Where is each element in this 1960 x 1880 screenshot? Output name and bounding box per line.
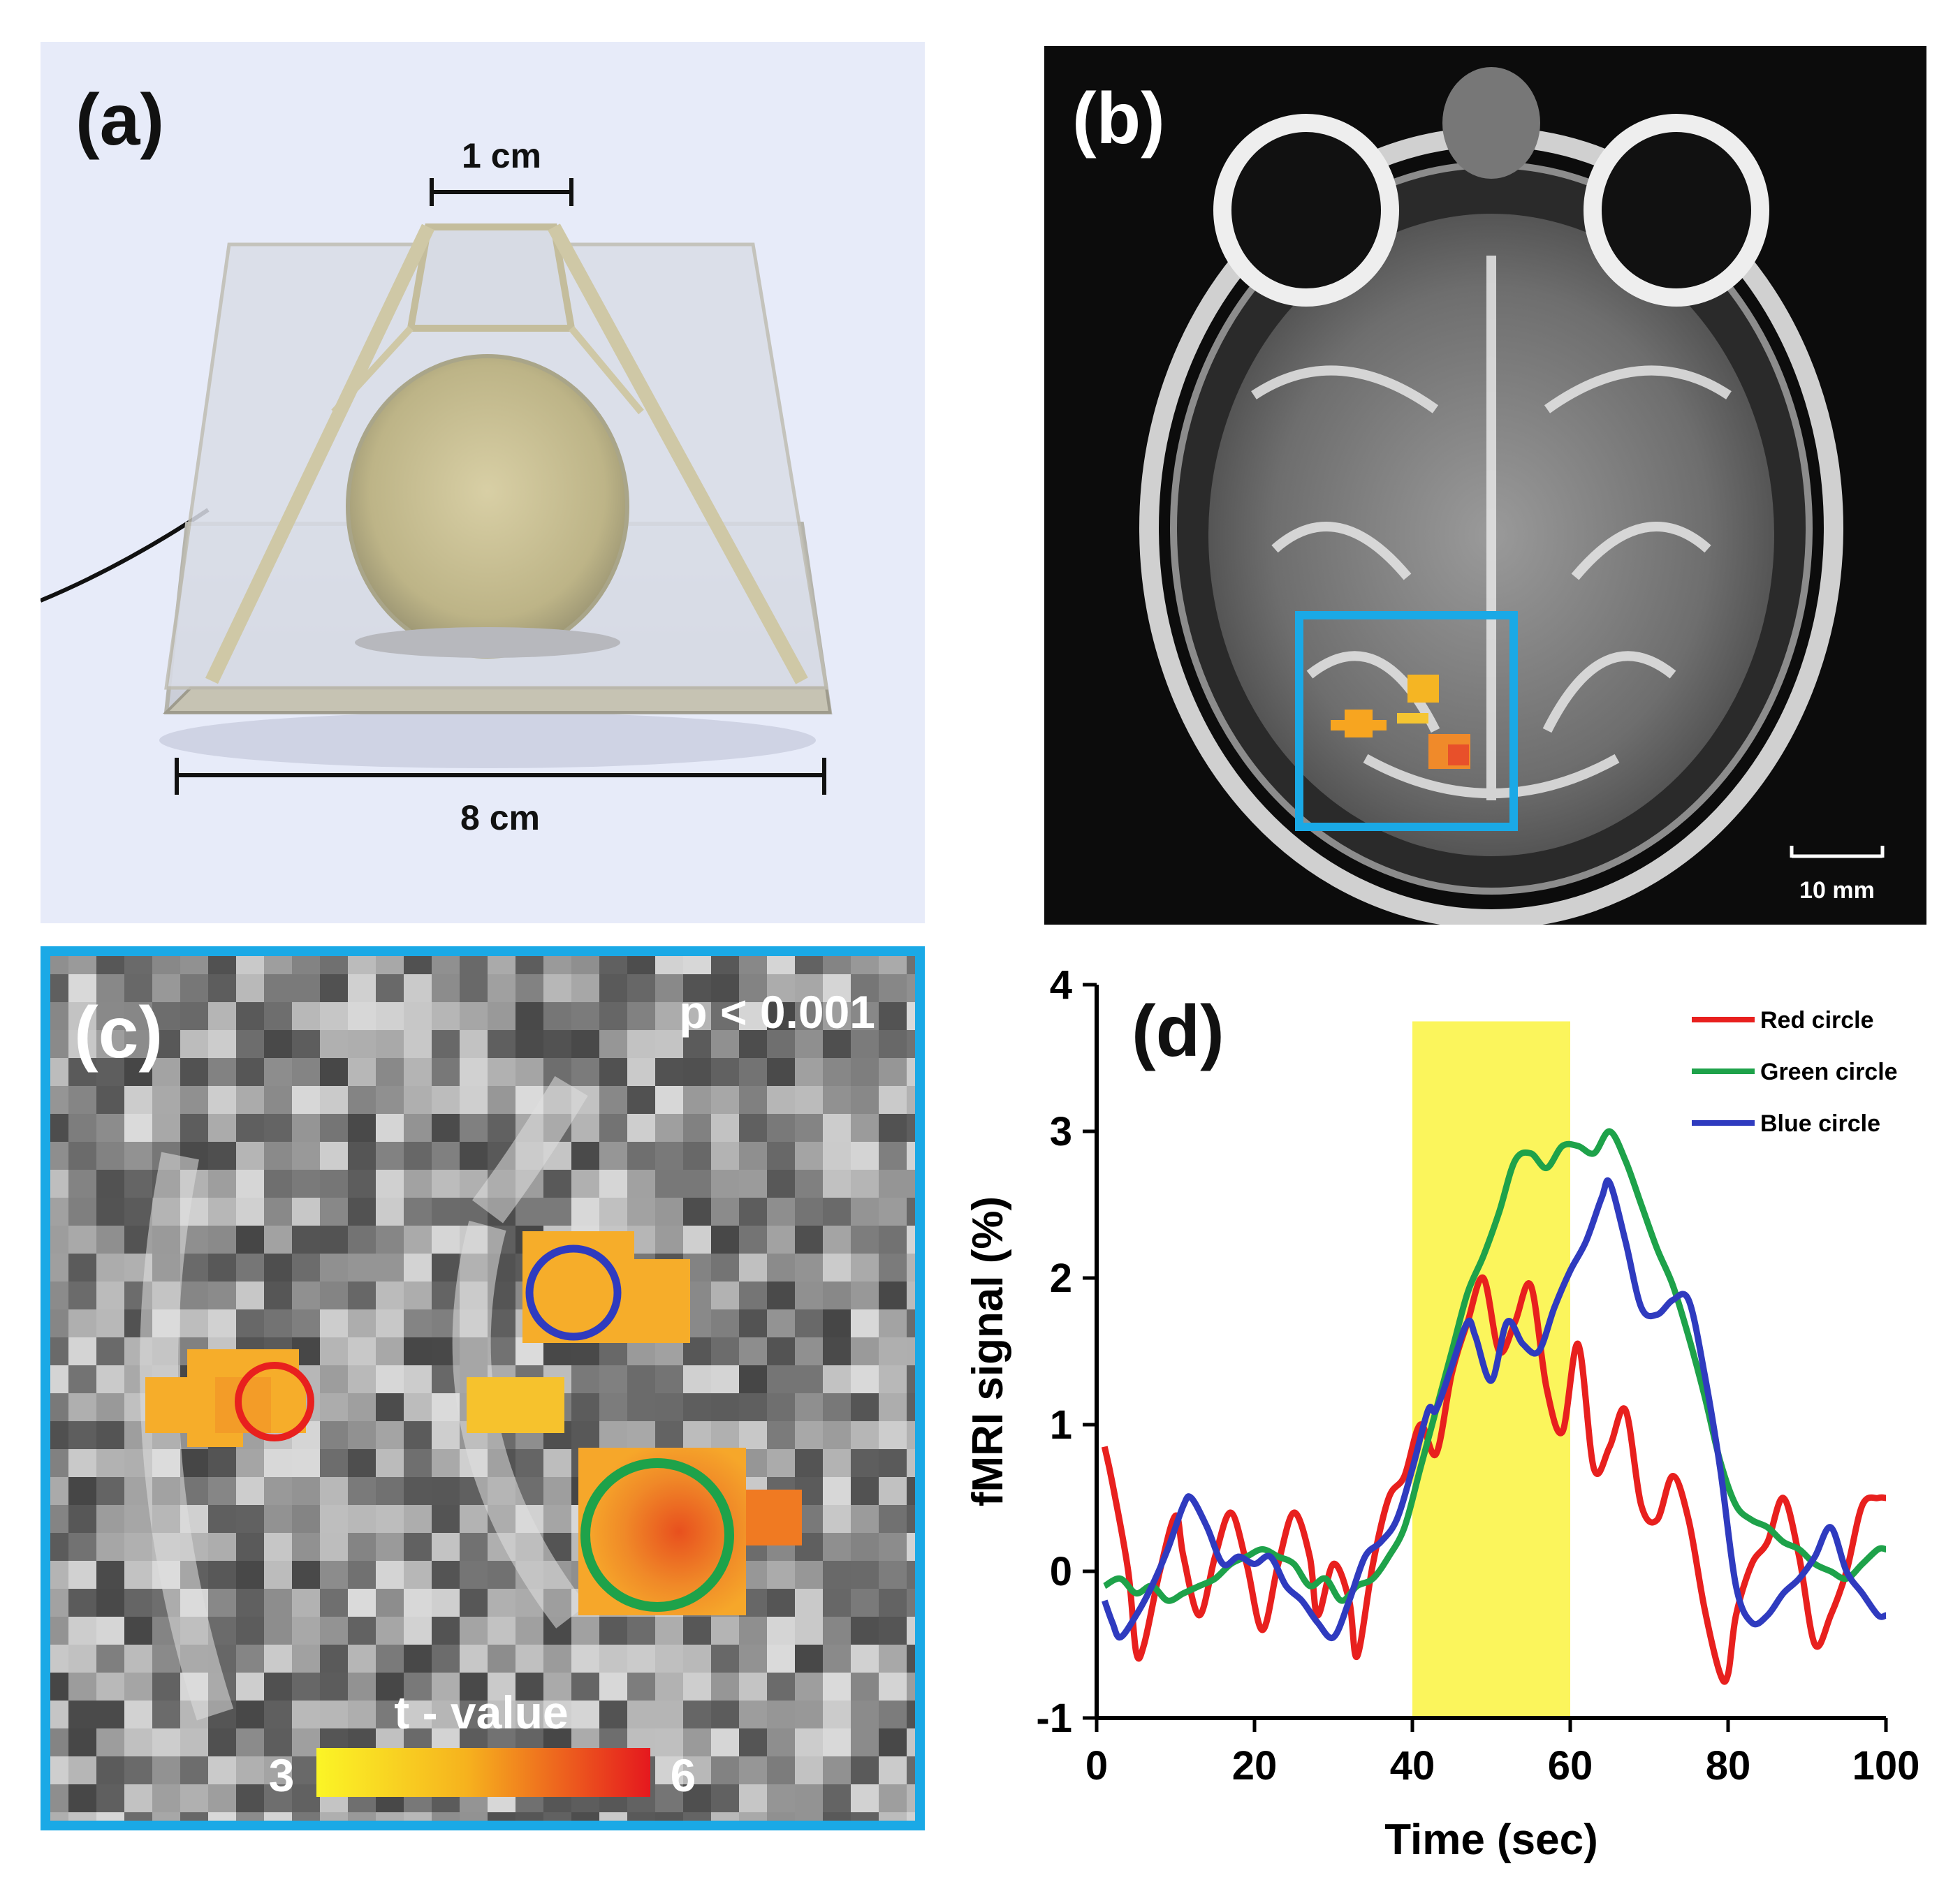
legend-label: Blue circle — [1760, 1110, 1880, 1137]
panel-c-label: (c) — [74, 992, 163, 1073]
mri-axial-slice: 10 mm — [1139, 67, 1885, 925]
legend-label: Red circle — [1760, 1007, 1874, 1034]
x-axis-label: Time (sec) — [1384, 1816, 1598, 1864]
roi-frame — [41, 946, 925, 1830]
x-tick-label: 100 — [1852, 1743, 1920, 1789]
y-tick-label: 2 — [1050, 1256, 1072, 1301]
legend-label: Green circle — [1760, 1059, 1898, 1085]
green-circle-marker — [580, 1458, 734, 1612]
x-tick-label: 60 — [1548, 1743, 1593, 1789]
panel-d-label: (d) — [1132, 991, 1224, 1072]
fmri-time-course-chart: 0 20 40 60 80 100 -1 0 1 2 3 4 Red circle Green cir… — [964, 962, 1920, 1864]
panel-b-mri-slice: 10 mm (b) — [1044, 46, 1926, 925]
small-dimension-label: 1 cm — [462, 136, 541, 175]
y-tick-label: -1 — [1036, 1696, 1072, 1741]
t-value-colorbar — [316, 1748, 650, 1797]
y-axis-label: fMRI signal (%) — [964, 1196, 1012, 1506]
red-circle-marker — [235, 1362, 314, 1441]
y-tick-label: 3 — [1050, 1109, 1072, 1154]
y-tick-label: 0 — [1050, 1549, 1072, 1594]
blue-circle-marker — [525, 1244, 622, 1341]
roi-box — [1295, 611, 1518, 831]
legend: Red circle Green circle Blue circle — [1692, 1007, 1898, 1137]
panel-b-label: (b) — [1072, 78, 1165, 159]
x-tick-label: 0 — [1085, 1743, 1108, 1789]
device-photo: 1 cm 8 cm — [41, 136, 833, 837]
x-tick-label: 80 — [1706, 1743, 1751, 1789]
colorbar-min: 3 — [269, 1749, 295, 1801]
series-line-1 — [1101, 1274, 1887, 1685]
scale-bar-label: 10 mm — [1799, 877, 1875, 904]
large-dimension-label: 8 cm — [460, 798, 540, 837]
y-tick-label: 1 — [1050, 1402, 1072, 1448]
y-tick-label: 4 — [1050, 962, 1072, 1008]
panel-c-roi-zoom: t - value 3 6 p < 0.001 (c) — [41, 946, 925, 1830]
x-tick-label: 40 — [1390, 1743, 1435, 1789]
colorbar-max: 6 — [671, 1749, 696, 1801]
panel-d-time-course-chart: 0 20 40 60 80 100 -1 0 1 2 3 4 Red circle Green cir… — [957, 946, 1960, 1877]
threshold-label: p < 0.001 — [679, 986, 875, 1038]
roi-zoom-image: t - value 3 6 p < 0.001 — [41, 946, 925, 1830]
panel-a-device-photo: 1 cm 8 cm (a) — [41, 42, 925, 923]
x-tick-label: 20 — [1232, 1743, 1278, 1789]
colorbar-title: t - value — [394, 1687, 568, 1738]
series-line-3 — [1102, 1177, 1887, 1641]
panel-a-label: (a) — [75, 80, 165, 161]
